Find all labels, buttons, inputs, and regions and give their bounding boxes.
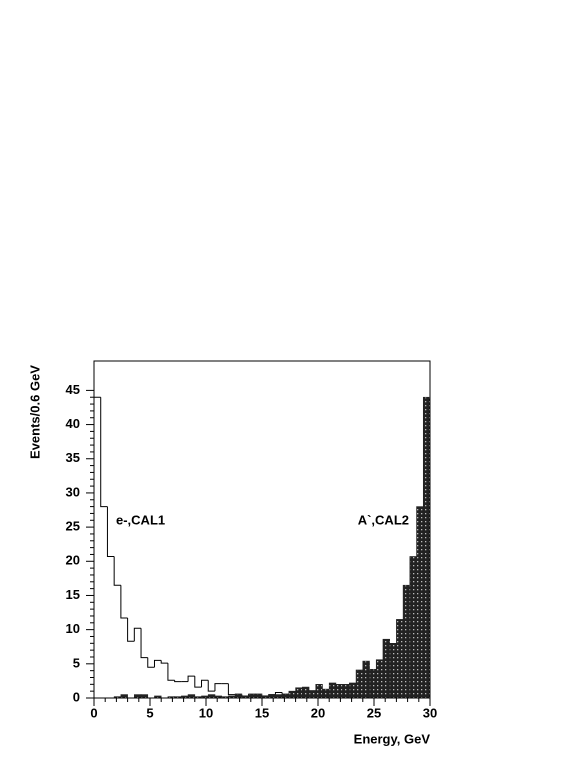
y-tick-label: 40: [66, 416, 80, 431]
bar: [140, 694, 149, 699]
bar: [375, 659, 384, 699]
histogram-step: [147, 657, 155, 668]
y-tick-label: 35: [66, 450, 80, 465]
bar: [234, 693, 243, 699]
bar: [254, 693, 263, 699]
x-tick-label: 15: [255, 705, 269, 720]
x-tick-label: 10: [199, 705, 213, 720]
histogram-step: [214, 683, 222, 692]
x-tick-label: 30: [423, 705, 437, 720]
bar: [295, 687, 303, 699]
bar: [396, 619, 404, 699]
histogram-step: [100, 397, 108, 508]
histogram-step: [127, 618, 135, 642]
histogram-step: [133, 627, 142, 642]
x-axis-label: Energy, GeV: [354, 731, 431, 746]
bar: [308, 690, 317, 699]
bar: [409, 556, 417, 699]
histogram-step: [187, 675, 195, 682]
x-tick-label: 5: [146, 705, 153, 720]
bar: [416, 506, 424, 699]
bar: [268, 694, 276, 699]
bar: [207, 694, 216, 699]
bar: [275, 694, 283, 699]
x-tick-label: 20: [311, 705, 325, 720]
bar: [120, 694, 128, 699]
histogram-step: [113, 556, 121, 586]
y-tick-label: 5: [73, 655, 80, 670]
bar: [335, 684, 343, 699]
bar: [389, 643, 397, 699]
bar: [349, 682, 357, 699]
y-tick-label: 0: [73, 689, 80, 704]
x-tick-label: 25: [367, 705, 381, 720]
plot-frame: [93, 360, 431, 699]
y-tick-label: 25: [66, 519, 80, 534]
bar: [322, 688, 330, 699]
histogram-step: [194, 676, 202, 688]
bar: [187, 694, 196, 699]
y-tick-label: 45: [66, 382, 80, 397]
histogram-step: [207, 680, 215, 692]
histogram-step: [93, 396, 101, 698]
y-tick-label: 10: [66, 621, 80, 636]
bar: [382, 638, 390, 699]
bar: [369, 668, 377, 699]
histogram-step: [106, 506, 115, 558]
bar: [328, 682, 337, 699]
histogram-step: [167, 663, 175, 681]
bar: [281, 693, 290, 699]
histogram-step: [274, 692, 283, 695]
y-axis-label: Events/0.6 GeV: [27, 365, 42, 459]
histogram-step: [201, 679, 209, 688]
y-tick-label: 20: [66, 553, 80, 568]
histogram-step: [140, 628, 148, 659]
histogram-step: [153, 659, 162, 668]
histogram-step: [120, 585, 128, 619]
y-tick-label: 15: [66, 587, 80, 602]
bar: [248, 693, 256, 699]
bar: [362, 660, 370, 699]
histogram-step: [227, 683, 236, 696]
bar: [422, 396, 431, 699]
bar: [134, 694, 142, 699]
histogram-step: [174, 680, 182, 683]
histogram-step: [160, 660, 168, 664]
bar: [342, 684, 350, 699]
annotation: A`,CAL2: [358, 512, 409, 527]
x-tick-label: 0: [90, 705, 97, 720]
bar: [302, 686, 310, 699]
bar: [315, 684, 323, 699]
bar: [288, 690, 296, 699]
bar: [402, 584, 411, 699]
y-tick-label: 30: [66, 484, 80, 499]
annotation: e-,CAL1: [116, 512, 165, 527]
bar: [355, 669, 364, 699]
